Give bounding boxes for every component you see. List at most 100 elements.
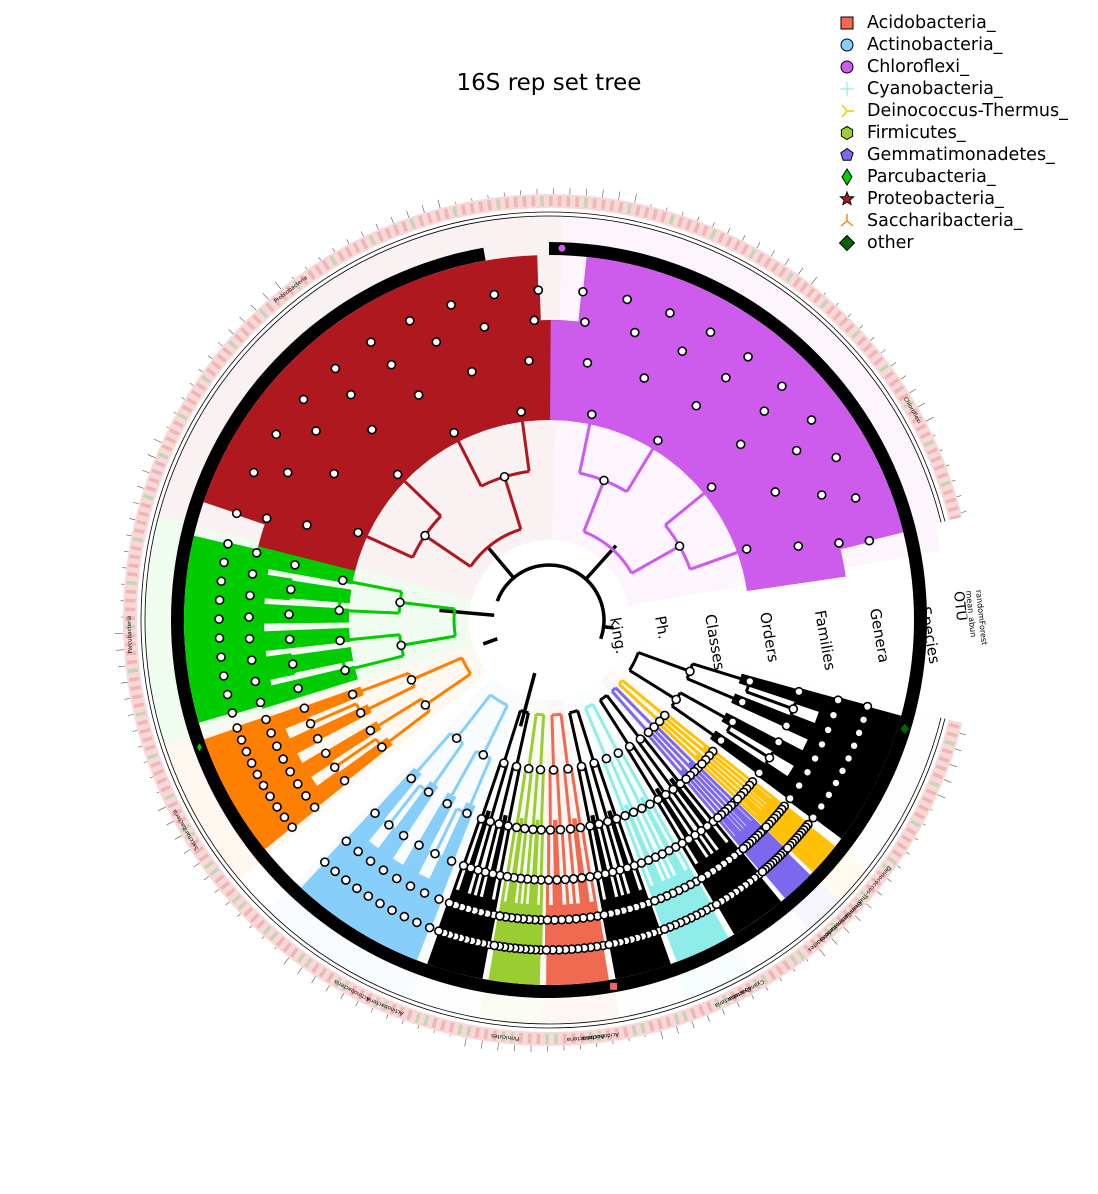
- ring-tick: [635, 194, 637, 203]
- root-branch: [483, 639, 497, 644]
- tree-node: [253, 770, 261, 778]
- legend-item-saccharibacteria: Saccharibacteria_: [834, 210, 1068, 232]
- tree-node: [537, 826, 545, 834]
- legend-label: Proteobacteria_: [867, 189, 1004, 209]
- ring-tick: [871, 337, 875, 340]
- circle-shape: [841, 61, 853, 73]
- ring-tick: [144, 762, 148, 763]
- tree-node: [407, 676, 415, 684]
- diamond-shape: [842, 169, 852, 185]
- tree-node: [435, 927, 443, 935]
- ring-tick: [184, 850, 190, 854]
- ring-tick: [418, 1026, 419, 1029]
- tree-node: [789, 705, 797, 713]
- tree-node: [312, 427, 320, 435]
- tree-node: [286, 768, 294, 776]
- ring-tick: [450, 1034, 451, 1036]
- root-arc: [497, 565, 596, 601]
- tree-node: [738, 698, 746, 706]
- ring-tick: [204, 876, 209, 880]
- ring-tick: [133, 502, 139, 504]
- tree-node: [808, 416, 816, 424]
- tree-node: [600, 911, 608, 919]
- tree-node: [367, 338, 375, 346]
- ring-tick: [651, 204, 652, 206]
- tree-node: [602, 755, 610, 763]
- clade-parcubacteria-arc: [454, 622, 455, 636]
- tree-node: [698, 760, 706, 768]
- tri-right-marker-icon: [834, 100, 860, 122]
- tree-node: [432, 338, 440, 346]
- tree-node: [566, 825, 574, 833]
- root-arc: [597, 593, 604, 639]
- legend-marker-svg: [834, 12, 860, 34]
- tree-node: [794, 542, 802, 550]
- tree-node: [443, 800, 451, 808]
- tree-node: [590, 759, 598, 767]
- legend-marker-svg: [834, 188, 860, 210]
- tree-node: [367, 857, 375, 865]
- tree-node: [746, 677, 754, 685]
- tree-node: [224, 691, 232, 699]
- rank-label: Orders: [756, 611, 783, 664]
- hexagon-marker-icon: [834, 122, 860, 144]
- ring-tick: [957, 496, 961, 497]
- ring-tick: [906, 852, 909, 854]
- abundance-stripe: [522, 197, 526, 207]
- tree-node: [525, 765, 533, 773]
- tree-node: [795, 688, 803, 696]
- ring-tick: [361, 231, 363, 236]
- tree-node: [272, 430, 280, 438]
- tree-node: [525, 357, 533, 365]
- tree-node: [729, 718, 737, 726]
- tree-node: [605, 940, 613, 948]
- tree-node: [818, 491, 826, 499]
- tree-node: [266, 792, 274, 800]
- legend-marker-svg: [834, 166, 860, 188]
- ring-tick: [891, 362, 896, 366]
- tree-node: [397, 641, 405, 649]
- tree-node: [855, 729, 863, 737]
- ring-tick: [229, 329, 234, 333]
- tree-node: [388, 906, 396, 914]
- tree-node: [368, 426, 376, 434]
- tree-node: [850, 742, 858, 750]
- tree-node: [743, 545, 751, 553]
- tree-node: [400, 832, 408, 840]
- pentagon-marker-icon: [834, 144, 860, 166]
- ring-tick: [697, 217, 698, 221]
- tree-node: [468, 368, 476, 376]
- diamond-marker-icon: [834, 232, 860, 254]
- ring-tick: [742, 235, 745, 240]
- legend-label: Saccharibacteria_: [867, 211, 1023, 231]
- tree-node: [217, 653, 225, 661]
- tree-node: [588, 410, 596, 418]
- abundance-stripe: [566, 196, 570, 206]
- tree-node: [431, 850, 439, 858]
- plus-marker-icon: [834, 78, 860, 100]
- tree-node: [495, 820, 503, 828]
- ring-tick: [780, 978, 782, 981]
- ring-tick: [341, 993, 344, 999]
- ring-tick: [434, 1030, 435, 1033]
- tree-node: [379, 866, 387, 874]
- tree-node: [217, 577, 225, 585]
- star-marker-icon: [834, 188, 860, 210]
- tree-node: [371, 809, 379, 817]
- tree-node: [330, 470, 338, 478]
- tree-node: [845, 754, 853, 762]
- tree-node: [758, 868, 766, 876]
- tree-node: [246, 591, 254, 599]
- tree-node: [421, 532, 429, 540]
- tree-node: [341, 777, 349, 785]
- ring-tick: [158, 807, 166, 811]
- diamond-shape: [840, 236, 855, 251]
- legend-item-deinococcus-thermus: Deinococcus-Thermus_: [834, 100, 1068, 122]
- square-marker-icon: [834, 12, 860, 34]
- tri-down-shape: [841, 214, 853, 226]
- ring-tick: [860, 325, 863, 328]
- tree-node: [463, 809, 471, 817]
- ring-tick: [811, 277, 817, 284]
- ring-tick: [194, 863, 199, 867]
- ring-tick: [713, 222, 715, 226]
